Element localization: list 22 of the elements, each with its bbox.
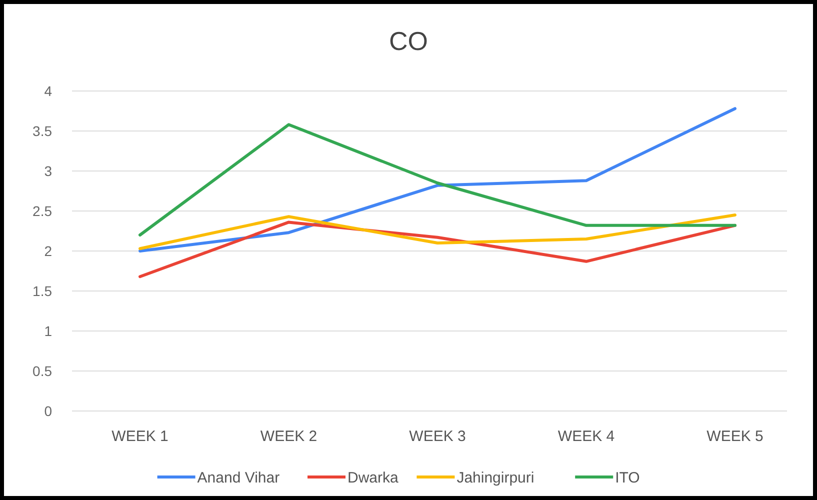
chart-title: CO (389, 26, 428, 56)
y-tick-label: 4 (44, 82, 52, 99)
x-tick-label: WEEK 4 (558, 428, 615, 445)
x-tick-label: WEEK 1 (112, 428, 168, 445)
line-series (138, 214, 736, 250)
legend-label: Jahingirpuri (456, 469, 534, 486)
y-tick-label: 1 (44, 322, 52, 339)
legend-label: Anand Vihar (197, 469, 280, 486)
y-tick-label: 0 (44, 402, 52, 419)
x-tick-label: WEEK 5 (706, 428, 764, 445)
y-tick-label: 3 (44, 162, 52, 179)
y-tick-label: 1.5 (32, 282, 52, 299)
y-tick-label: 3.5 (32, 122, 52, 139)
x-tick-label: WEEK 3 (409, 428, 466, 445)
y-tick-label: 0.5 (32, 362, 52, 379)
x-tick-label: WEEK 2 (260, 428, 318, 445)
line-series (138, 123, 736, 236)
legend-label: ITO (615, 469, 640, 486)
line-series (138, 107, 736, 252)
legend-label: Dwarka (348, 469, 399, 486)
y-tick-label: 2 (44, 242, 52, 259)
y-tick-label: 2.5 (32, 202, 52, 219)
